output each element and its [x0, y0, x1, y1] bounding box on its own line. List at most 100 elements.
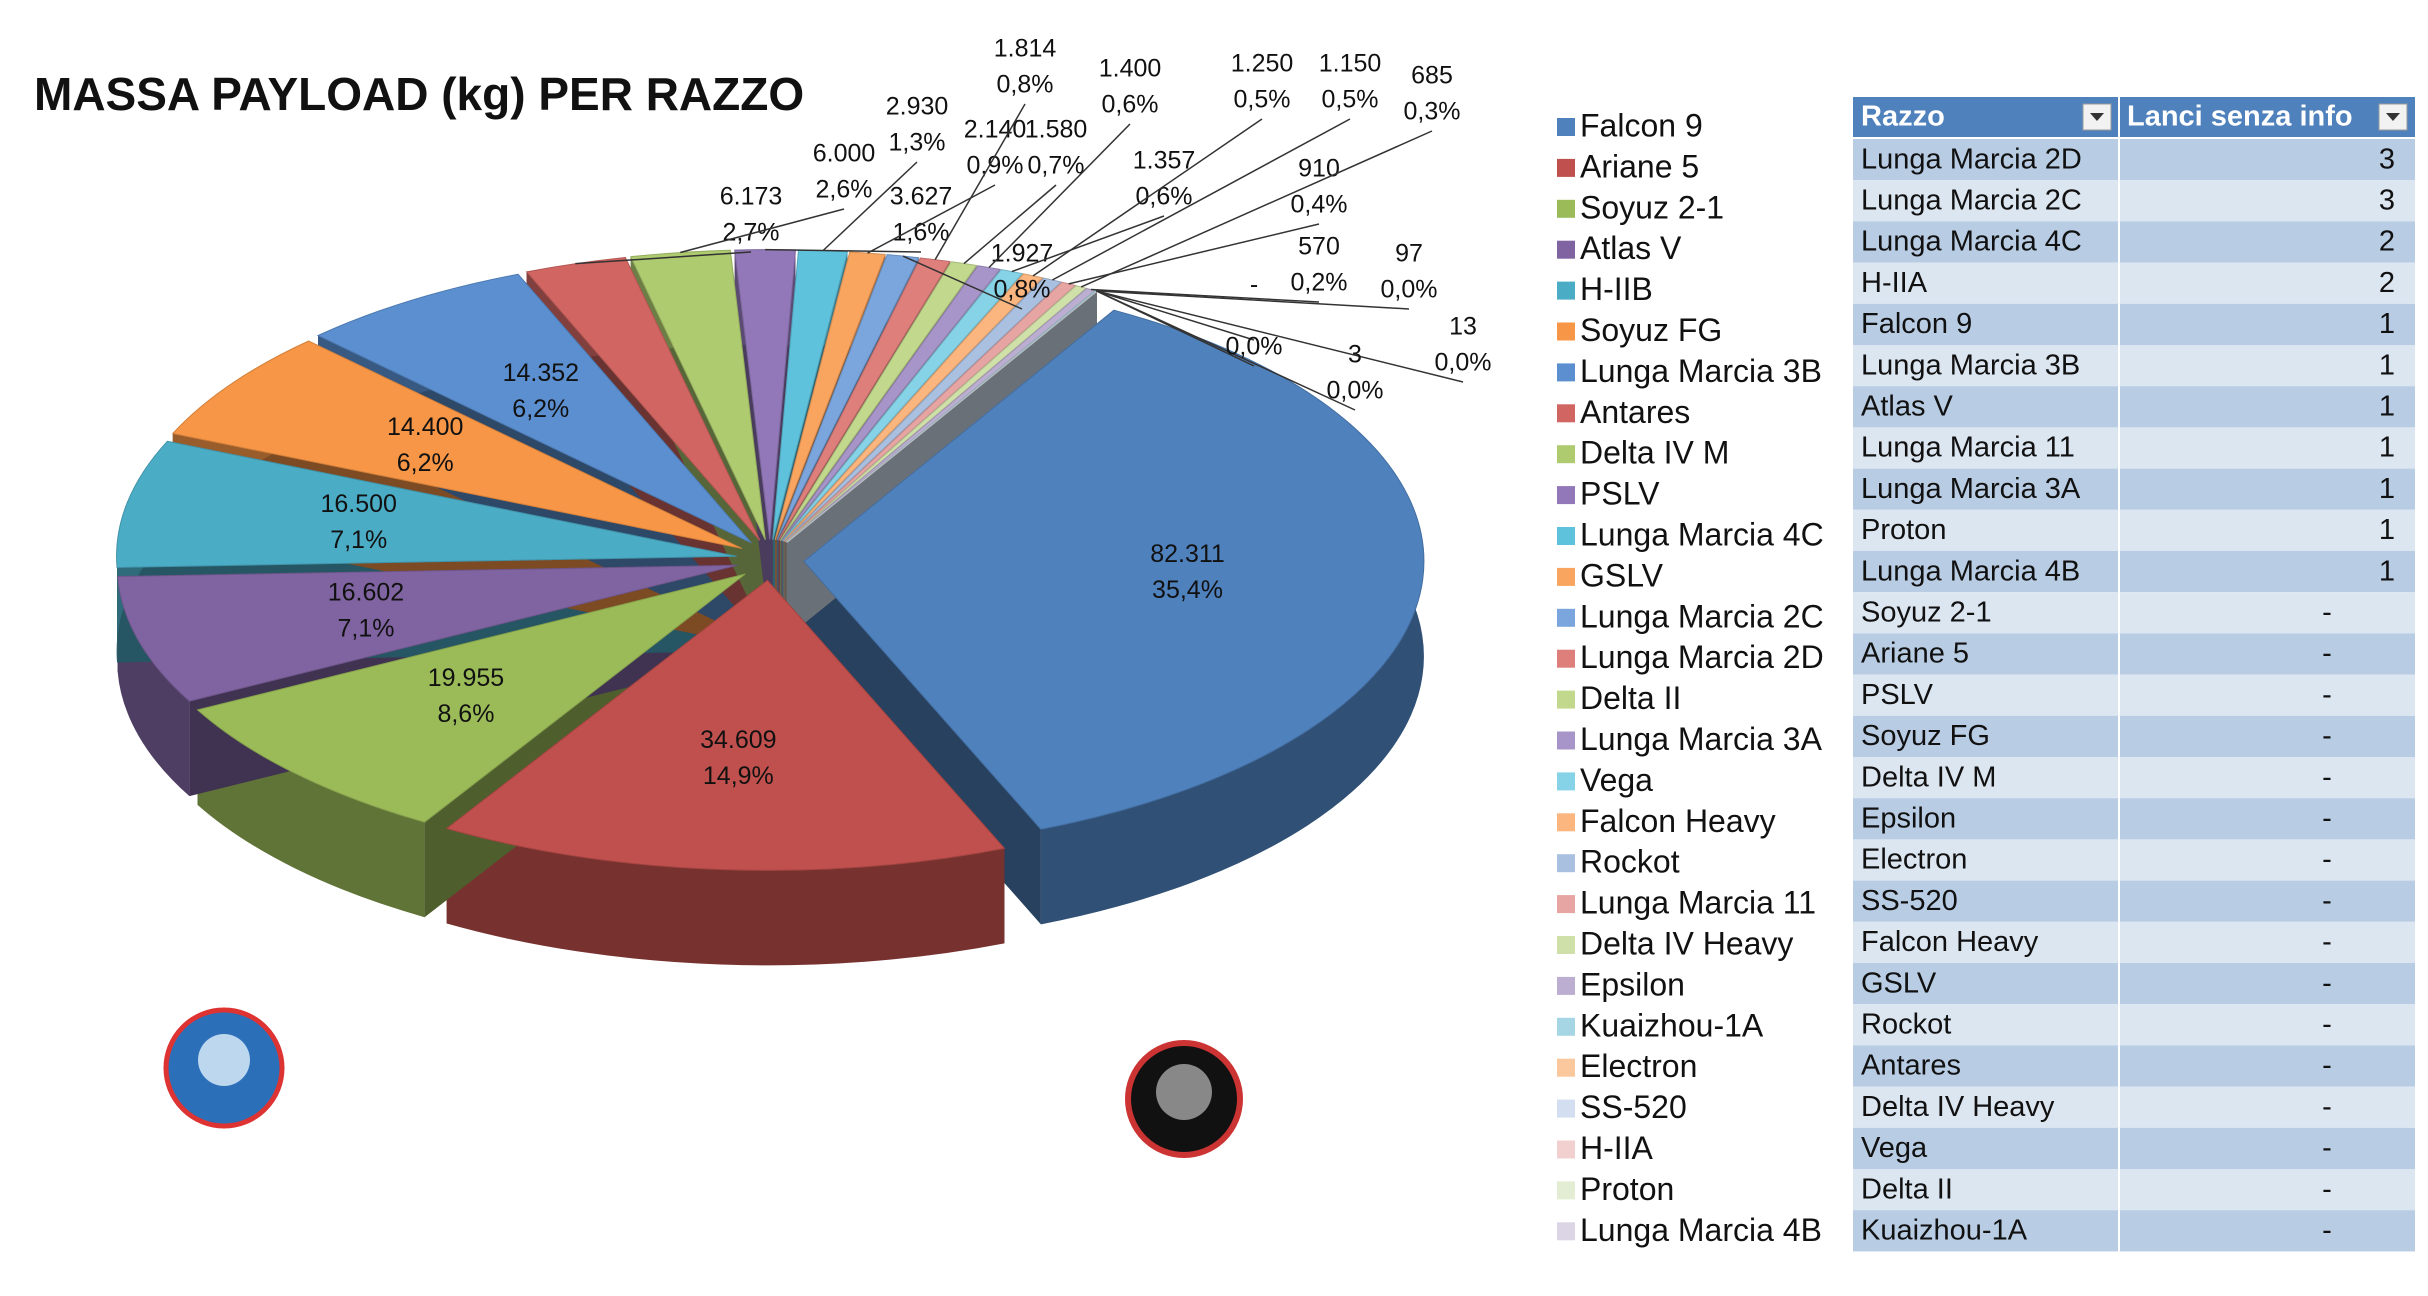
- value-label: 6.173: [720, 183, 783, 211]
- value-label: 14.352: [503, 359, 579, 387]
- table-cell: Vega: [1861, 1132, 1928, 1164]
- row-bg: [1853, 262, 2415, 304]
- logo-left: [163, 1007, 285, 1129]
- legend-label: Lunga Marcia 2C: [1580, 598, 1824, 634]
- table-cell: 3: [2379, 143, 2395, 175]
- value-label: 16.500: [320, 490, 396, 518]
- legend-label: Falcon Heavy: [1580, 803, 1776, 839]
- legend-swatch: [1557, 567, 1575, 586]
- legend-label: GSLV: [1580, 557, 1664, 593]
- legend-label: Kuaizhou-1A: [1580, 1007, 1764, 1043]
- row-bg: [1853, 757, 2415, 799]
- row-bg: [1853, 1210, 2415, 1252]
- legend-label: Delta IV M: [1580, 435, 1729, 471]
- data-labels: 82.311 35,4% 34.609 14,9% 19.955 8,6% 16.602 7,…: [320, 35, 1491, 791]
- table-cell: Delta II: [1861, 1173, 1953, 1205]
- leader-line: [765, 248, 922, 253]
- value-label: 13: [1449, 313, 1477, 341]
- legend-swatch: [1557, 322, 1575, 341]
- legend-swatch: [1557, 854, 1575, 873]
- legend-label: Antares: [1580, 394, 1690, 430]
- slice: [778, 257, 951, 541]
- legend-label: Soyuz FG: [1580, 312, 1722, 348]
- value-label: -: [1250, 271, 1258, 299]
- table-cell: Ariane 5: [1861, 638, 1969, 670]
- legend-swatch: [1557, 158, 1575, 177]
- value-label: 16.602: [328, 579, 404, 607]
- table-cell: -: [2322, 638, 2332, 670]
- leader-line: [1052, 118, 1351, 281]
- leader-line: [934, 103, 1026, 261]
- value-label: 1.250: [1231, 50, 1294, 78]
- percent-label: 0,8%: [994, 276, 1051, 304]
- header-cell: Lanci senza info: [2127, 101, 2353, 133]
- row-bg: [1853, 386, 2415, 428]
- chart-title: MASSA PAYLOAD (kg) PER RAZZO: [34, 68, 804, 120]
- table-cell: Antares: [1861, 1050, 1961, 1082]
- legend-label: Lunga Marcia 3A: [1580, 721, 1823, 757]
- legend-label: Atlas V: [1580, 230, 1682, 266]
- slice: [117, 564, 738, 702]
- table-cell: -: [2322, 844, 2332, 876]
- legend-swatch: [1557, 772, 1575, 791]
- row-bg: [1853, 345, 2415, 387]
- legend-swatch: [1557, 976, 1575, 995]
- value-label: 3.627: [890, 183, 953, 211]
- leader-line: [963, 184, 1057, 265]
- value-label: 1.927: [991, 240, 1054, 268]
- row-bg: [1853, 180, 2415, 222]
- legend-swatch: [1557, 895, 1575, 914]
- percent-label: 0,7%: [1028, 152, 1085, 180]
- percent-label: 7,1%: [330, 526, 387, 554]
- leader-line: [1095, 290, 1410, 310]
- percent-label: 2,6%: [816, 176, 873, 204]
- legend-label: Lunga Marcia 4C: [1580, 516, 1824, 552]
- table-cell: Lunga Marcia 2C: [1861, 184, 2082, 216]
- percent-label: 0,5%: [1322, 86, 1379, 114]
- leader-line: [1096, 290, 1255, 367]
- table-cell: Lunga Marcia 4B: [1861, 555, 2080, 587]
- value-label: 2.140: [964, 116, 1027, 144]
- table-header: [1853, 97, 2415, 137]
- row-bg: [1853, 468, 2415, 510]
- value-label: 910: [1298, 155, 1340, 183]
- table-cell: -: [2322, 926, 2332, 958]
- legend-label: SS-520: [1580, 1089, 1687, 1125]
- legend-swatch: [1557, 813, 1575, 832]
- legend-label: Delta II: [1580, 680, 1681, 716]
- percent-label: 1,3%: [889, 129, 946, 157]
- table-cell: 2: [2379, 267, 2395, 299]
- table-cell: 3: [2379, 184, 2395, 216]
- legend-label: Lunga Marcia 3B: [1580, 353, 1822, 389]
- percent-label: 0,0%: [1381, 276, 1438, 304]
- slice: [316, 273, 752, 544]
- table-cell: -: [2322, 967, 2332, 999]
- table: Razzo Lanci senza info Lunga Marcia 2D 3 Lun…: [1853, 97, 2415, 1252]
- value-label: 1.814: [994, 35, 1057, 63]
- percent-label: 0,0%: [1435, 349, 1492, 377]
- row-bg: [1853, 798, 2415, 840]
- table-cell: -: [2322, 885, 2332, 917]
- slice-side: [446, 828, 1005, 966]
- percent-label: 8,6%: [437, 700, 494, 728]
- percent-label: 1,6%: [893, 219, 950, 247]
- legend-swatch: [1557, 690, 1575, 709]
- leader-line: [680, 208, 845, 254]
- percent-label: 0,5%: [1234, 86, 1291, 114]
- percent-label: 14,9%: [703, 762, 774, 790]
- legend-swatch: [1557, 1140, 1575, 1159]
- leader-line: [1096, 290, 1464, 383]
- legend-swatch: [1557, 936, 1575, 954]
- table-cell: 1: [2379, 555, 2395, 587]
- legend-swatch: [1557, 486, 1575, 505]
- legend: Falcon 9 Ariane 5 Soyuz 2-1 Atlas V H-IIB Soy…: [1557, 107, 1824, 1248]
- table-cell: 1: [2379, 308, 2395, 340]
- percent-label: 6,2%: [512, 395, 569, 423]
- table-cell: -: [2322, 1173, 2332, 1205]
- leader-line: [1080, 130, 1433, 288]
- value-label: 6.000: [813, 140, 876, 168]
- table-cell: Delta IV Heavy: [1861, 1091, 2055, 1123]
- table-cell: Epsilon: [1861, 802, 1956, 834]
- legend-swatch: [1557, 649, 1575, 668]
